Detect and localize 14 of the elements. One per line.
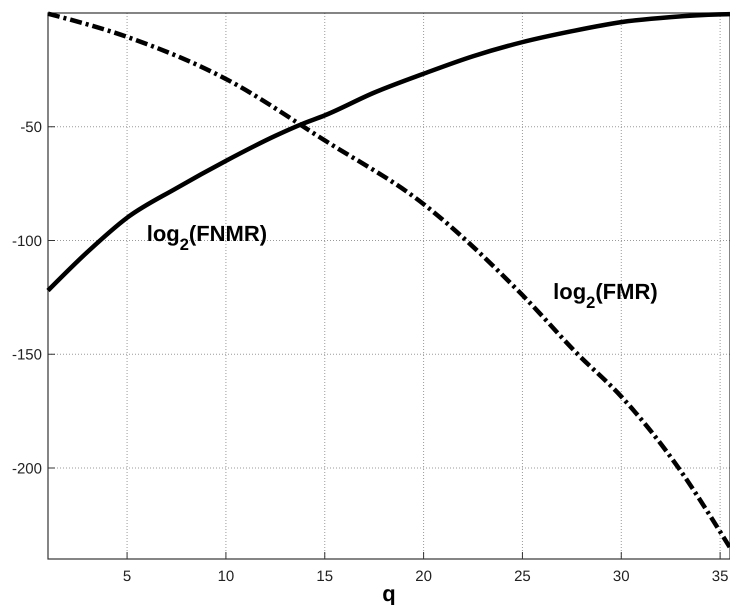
x-tick-label: 30	[612, 568, 630, 585]
y-tick-label: -150	[12, 346, 42, 364]
x-tick-label: 15	[316, 568, 334, 585]
x-tick-label: 10	[218, 568, 234, 585]
x-tick-label: 20	[415, 568, 432, 585]
series-label: log$_{2}$(FMR)	[553, 279, 658, 312]
x-tick-label: 35	[712, 568, 728, 585]
y-tick-label: -100	[12, 232, 42, 250]
series-label: log$_{2}$(FNMR)	[146, 220, 268, 254]
x-tick-label: 5	[122, 568, 132, 585]
x-tick-label: 25	[514, 568, 531, 585]
line-series	[46, 11, 730, 550]
y-tick-label: -50	[20, 119, 42, 136]
y-tick-label: -200	[12, 460, 42, 478]
